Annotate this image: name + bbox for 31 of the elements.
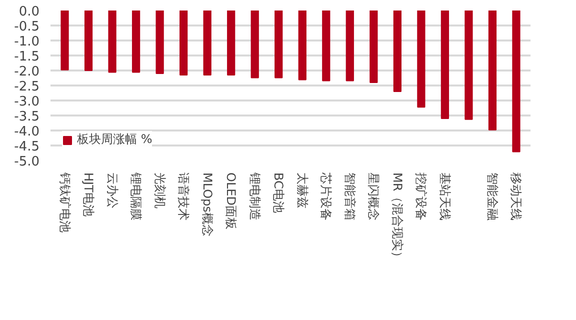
y-tick-label: -0.5 xyxy=(14,20,40,34)
y-tick-label: -2.0 xyxy=(14,64,40,80)
y-tick-label: -1.5 xyxy=(14,50,40,64)
legend-label: 板块周涨幅 % xyxy=(77,131,152,148)
x-tick-label: 太赫兹 xyxy=(295,172,310,208)
x-tick-label: 语音技术 xyxy=(176,172,191,220)
x-tick-label: MR（混合现实） xyxy=(390,172,404,264)
y-tick-label: -5.0 xyxy=(14,154,40,170)
x-tick-label: 芯片设备 xyxy=(319,172,334,220)
y-tick-label: -2.5 xyxy=(14,80,40,94)
x-tick-label: 锂电隔膜 xyxy=(129,172,144,220)
x-tick-label: 挖矿设备 xyxy=(414,172,428,220)
x-tick-label: OLED面板 xyxy=(224,172,238,230)
x-tick-label: 云办公 xyxy=(105,172,120,208)
x-tick-label: 星闪概念 xyxy=(366,172,381,220)
y-tick-label: -4.0 xyxy=(14,124,40,140)
y-tick-label: -3.5 xyxy=(14,110,40,124)
y-tick-label: -4.5 xyxy=(14,140,40,154)
x-tick-label: 智能音箱 xyxy=(342,172,357,220)
y-tick-label: -3.0 xyxy=(14,94,40,110)
x-tick-label: MLOps概念 xyxy=(200,172,214,236)
x-tick-label: 基站天线 xyxy=(438,172,452,220)
y-tick-label: -1.0 xyxy=(14,34,40,50)
x-tick-label: 光刻机 xyxy=(152,172,167,208)
x-tick-label: 钙钛矿电池 xyxy=(58,172,72,232)
x-tick-label: 移动天线 xyxy=(509,172,524,220)
y-tick-label: 0.0 xyxy=(18,4,40,20)
x-tick-label: 锂电制造 xyxy=(248,172,262,220)
x-tick-label: 智能金融 xyxy=(485,172,500,220)
x-tick-label: BC电池 xyxy=(272,172,286,213)
x-tick-label: HJT电池 xyxy=(82,172,96,216)
